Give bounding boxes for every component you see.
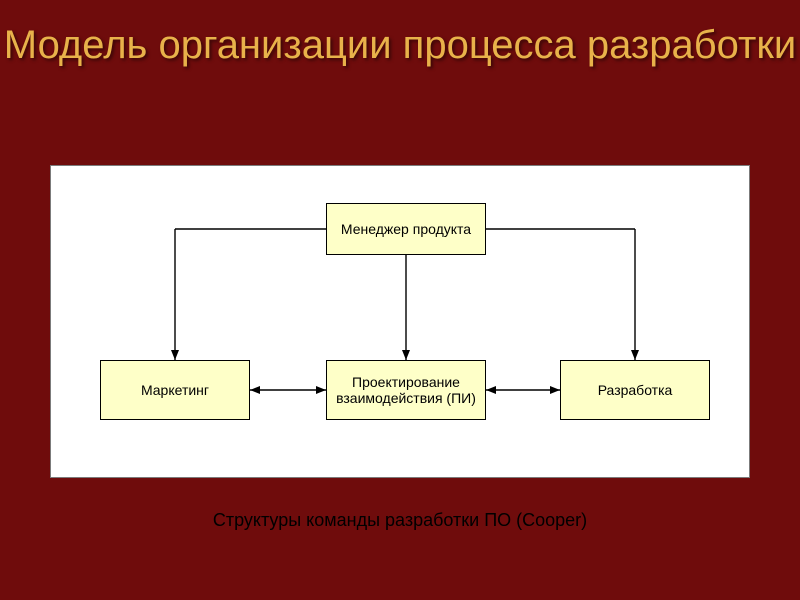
node-pm: Менеджер продукта [326, 203, 486, 255]
slide: Модель организации процесса разработки М… [0, 0, 800, 600]
node-design: Проектирование взаимодействия (ПИ) [326, 360, 486, 420]
slide-title: Модель организации процесса разработки [0, 22, 800, 68]
node-mkt: Маркетинг [100, 360, 250, 420]
slide-caption: Структуры команды разработки ПО (Cooper) [0, 510, 800, 531]
node-dev: Разработка [560, 360, 710, 420]
